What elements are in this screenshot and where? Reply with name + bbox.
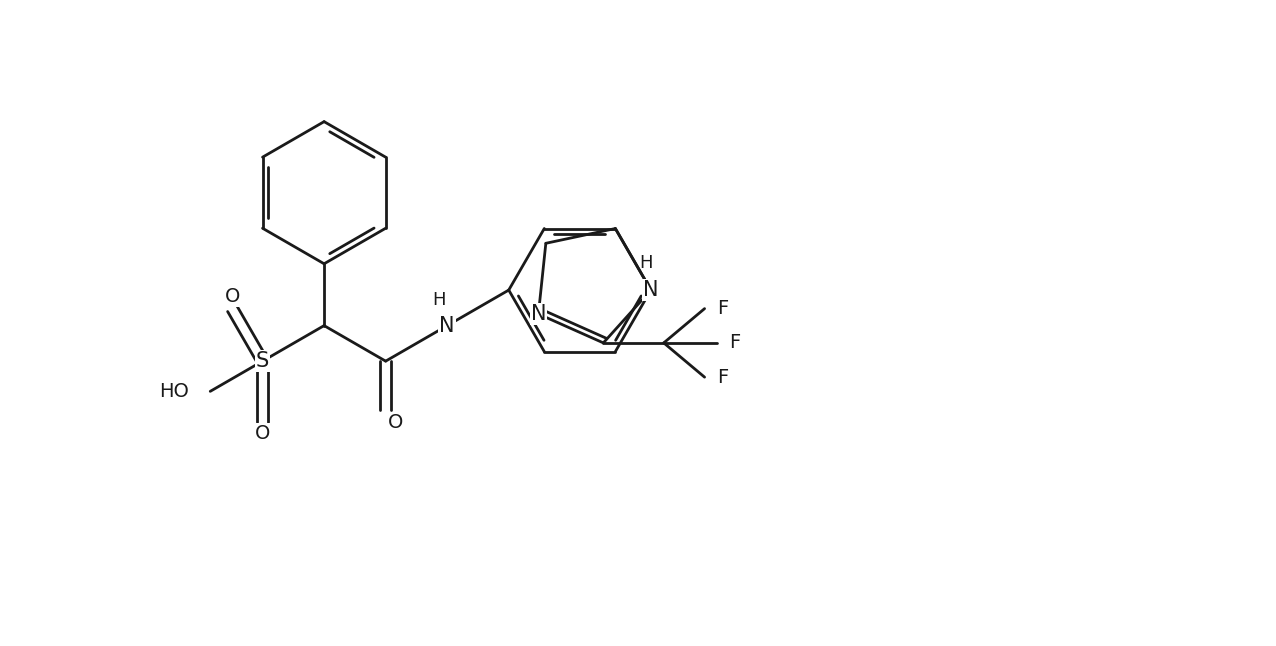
Text: N: N xyxy=(643,280,658,300)
Text: HO: HO xyxy=(158,382,189,401)
Text: H: H xyxy=(433,291,447,309)
Text: O: O xyxy=(255,424,271,443)
Text: O: O xyxy=(225,287,240,306)
Text: O: O xyxy=(388,413,403,432)
Text: F: F xyxy=(729,333,740,352)
Text: N: N xyxy=(439,316,456,336)
Text: N: N xyxy=(531,304,546,324)
Text: H: H xyxy=(639,255,653,273)
Text: F: F xyxy=(717,368,729,387)
Text: F: F xyxy=(717,299,729,318)
Text: S: S xyxy=(256,351,269,371)
